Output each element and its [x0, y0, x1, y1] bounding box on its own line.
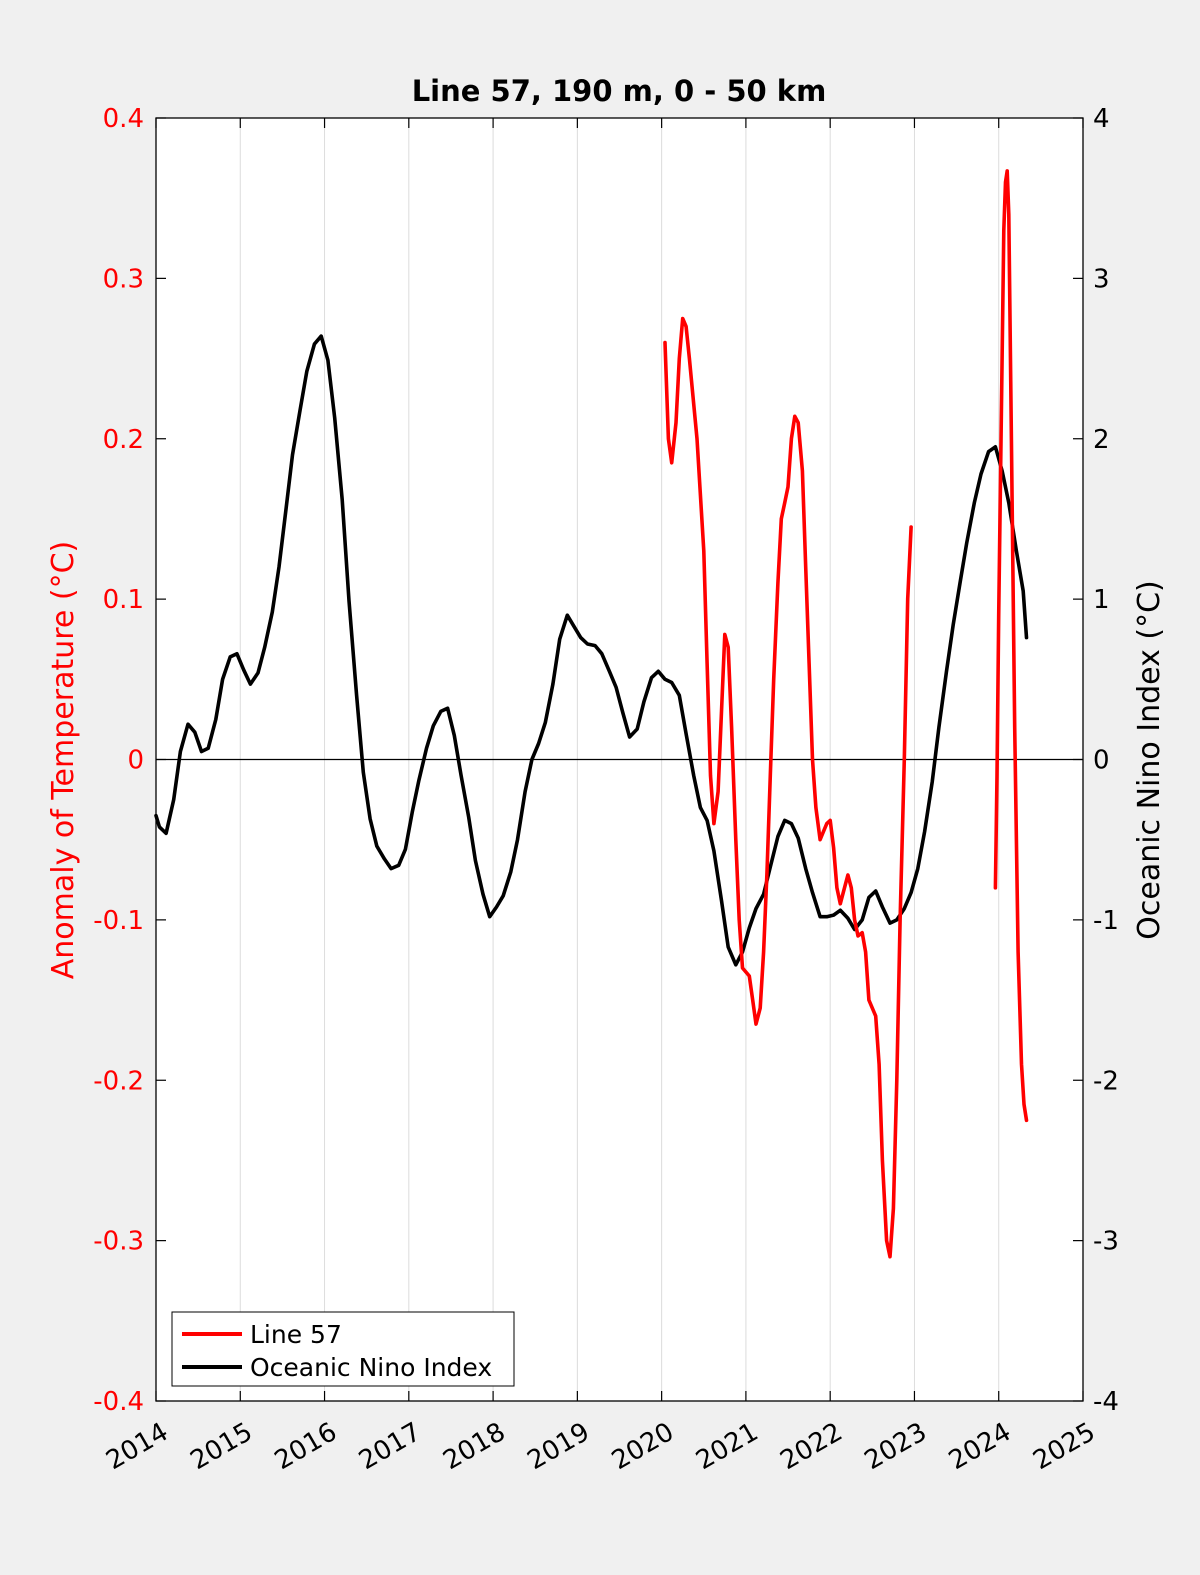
chart-title: Line 57, 190 m, 0 - 50 km	[412, 74, 827, 108]
legend-label-oni: Oceanic Nino Index	[250, 1353, 492, 1382]
series-lines	[154, 169, 1029, 1259]
y-right-tick-label: 2	[1093, 425, 1110, 455]
y-right-tick-label: 0	[1093, 746, 1110, 776]
y-right-tick-label: -2	[1093, 1066, 1119, 1096]
series-line-line-57-seg-0	[663, 316, 913, 1259]
x-tick-label-2015: 2015	[185, 1417, 257, 1476]
x-tick-label-2024: 2024	[944, 1417, 1016, 1476]
y-axis-left-label: Anomaly of Temperature (°C)	[46, 541, 81, 980]
y-right-tick-label: -4	[1093, 1387, 1119, 1417]
y-left-tick-label: -0.2	[93, 1066, 144, 1096]
y-left-tick-label: 0.2	[103, 425, 144, 455]
x-tick-label-2017: 2017	[354, 1417, 426, 1476]
y-left-tick-label: 0.3	[103, 264, 144, 294]
y-right-tick-label: -1	[1093, 906, 1119, 936]
x-tick-label-2023: 2023	[860, 1417, 932, 1476]
legend-box	[171, 1311, 515, 1387]
x-tick-label-2018: 2018	[438, 1417, 510, 1476]
x-tick-label-2016: 2016	[270, 1417, 342, 1476]
x-tick-label-2014: 2014	[101, 1417, 173, 1476]
y-right-tick-label: 1	[1093, 585, 1110, 615]
y-left-tick-label: 0	[127, 746, 144, 776]
y-left-tick-label: -0.4	[93, 1387, 144, 1417]
y-left-tick-label: -0.1	[93, 906, 144, 936]
legend: Line 57 Oceanic Nino Index	[171, 1311, 515, 1387]
series-line-oceanic-nino-index-seg-0	[154, 334, 1029, 967]
y-right-tick-label: -3	[1093, 1227, 1119, 1257]
legend-label-line-57: Line 57	[250, 1320, 342, 1349]
series-line-line-57-seg-1	[993, 169, 1029, 1123]
y-left-tick-label: 0.1	[103, 585, 144, 615]
x-tick-label-2019: 2019	[523, 1417, 595, 1476]
y-left-tick-label: 0.4	[103, 104, 144, 134]
y-right-tick-label: 4	[1093, 104, 1110, 134]
x-tick-label-2020: 2020	[607, 1417, 679, 1476]
y-right-tick-label: 3	[1093, 264, 1110, 294]
x-tick-label-2022: 2022	[775, 1417, 847, 1476]
y-left-tick-label: -0.3	[93, 1227, 144, 1257]
y-axis-right-label: Oceanic Nino Index (°C)	[1132, 580, 1167, 940]
x-tick-label-2021: 2021	[691, 1417, 763, 1476]
x-tick-label-2025: 2025	[1028, 1417, 1100, 1476]
